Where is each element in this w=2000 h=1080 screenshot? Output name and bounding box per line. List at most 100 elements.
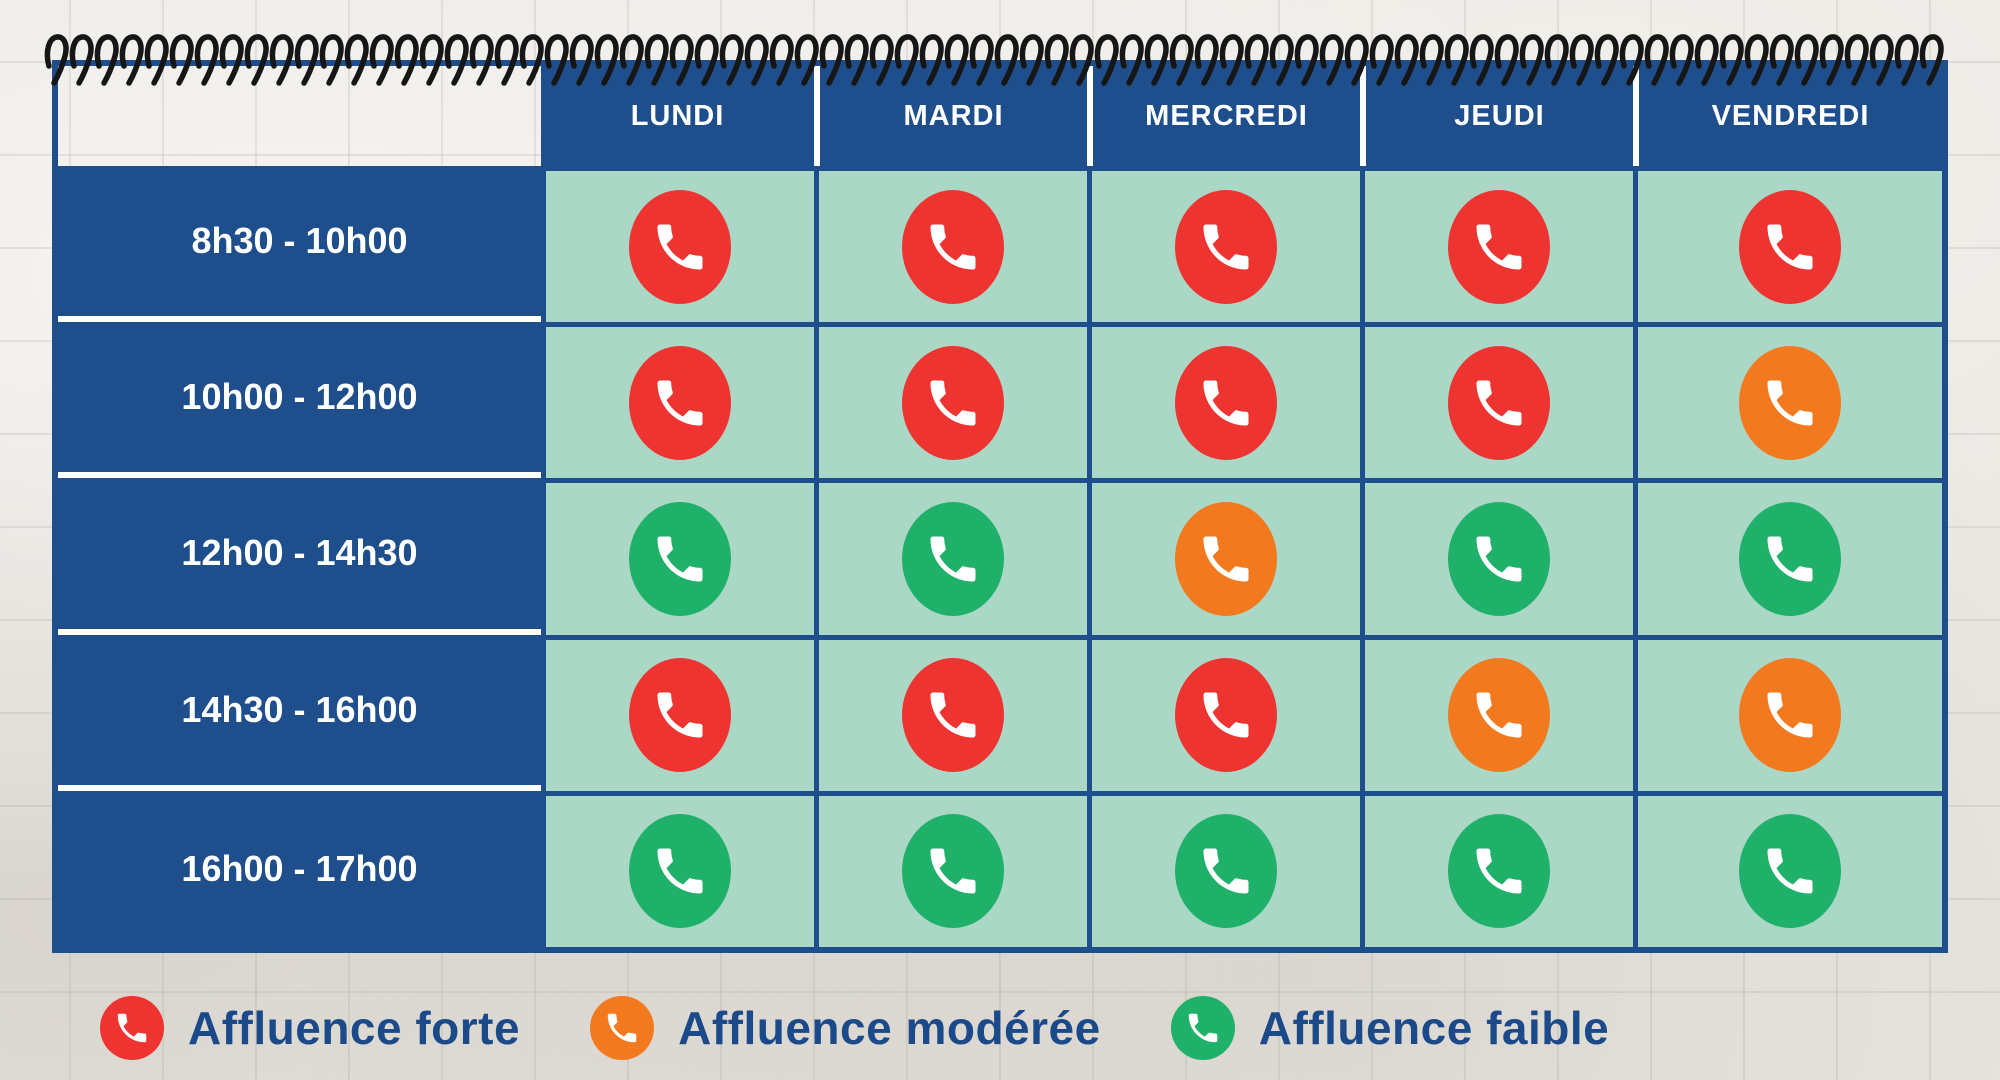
phone-icon [930, 536, 976, 582]
affluence-badge-faible [1448, 814, 1550, 929]
phone-icon [930, 848, 976, 894]
affluence-badge-moderee [1739, 658, 1841, 773]
affluence-badge-moderee [590, 996, 655, 1060]
affluence-badge-faible [1739, 501, 1841, 616]
legend-item-faible: Affluence faible [1170, 996, 1610, 1060]
schedule-cell-mardi-row3 [814, 478, 1087, 635]
affluence-badge-faible [1739, 814, 1841, 929]
schedule-cell-mardi-row4 [814, 634, 1087, 791]
schedule-cell-mercredi-row3 [1087, 478, 1360, 635]
phone-icon [1476, 692, 1522, 738]
affluence-badge-forte [629, 345, 731, 460]
phone-icon [1476, 536, 1522, 582]
phone-icon [1203, 692, 1249, 738]
legend-item-moderee: Affluence modérée [590, 996, 1101, 1060]
legend-label: Affluence forte [188, 1002, 521, 1054]
time-slot-label: 14h30 - 16h00 [58, 634, 541, 791]
phone-icon [1767, 380, 1813, 426]
legend-label: Affluence modérée [678, 1002, 1101, 1054]
affluence-badge-moderee [1175, 501, 1277, 616]
phone-icon [1767, 536, 1813, 582]
schedule-cell-mardi-row2 [814, 322, 1087, 479]
phone-icon [1767, 224, 1813, 270]
phone-icon [657, 692, 703, 738]
schedule-cell-vendredi-row3 [1633, 478, 1942, 635]
affluence-badge-forte [629, 658, 731, 773]
phone-icon [1476, 380, 1522, 426]
schedule-cell-mercredi-row1 [1087, 166, 1360, 323]
phone-icon [657, 380, 703, 426]
affluence-badge-faible [902, 501, 1004, 616]
time-slot-label: 12h00 - 14h30 [58, 478, 541, 635]
schedule-cell-jeudi-row1 [1360, 166, 1633, 323]
phone-icon [1767, 692, 1813, 738]
affluence-badge-faible [1170, 996, 1235, 1060]
day-header-lundi: LUNDI [541, 66, 814, 166]
time-slot-label: 16h00 - 17h00 [58, 790, 541, 947]
schedule-cell-lundi-row5 [541, 790, 814, 947]
schedule-cell-lundi-row3 [541, 478, 814, 635]
affluence-badge-moderee [1448, 658, 1550, 773]
phone-icon [930, 380, 976, 426]
affluence-badge-forte [1175, 658, 1277, 773]
phone-icon [657, 224, 703, 270]
affluence-badge-faible [1175, 814, 1277, 929]
schedule-cell-vendredi-row4 [1633, 634, 1942, 791]
day-header-jeudi: JEUDI [1360, 66, 1633, 166]
phone-icon [930, 692, 976, 738]
schedule-cell-mardi-row5 [814, 790, 1087, 947]
schedule-table: LUNDI MARDI MERCREDI JEUDI VENDREDI 8h30 - 10… [52, 60, 1948, 953]
schedule-cell-mercredi-row4 [1087, 634, 1360, 791]
schedule-cell-vendredi-row2 [1633, 322, 1942, 479]
affluence-badge-forte [902, 658, 1004, 773]
affluence-badge-forte [902, 345, 1004, 460]
day-header-vendredi: VENDREDI [1633, 66, 1942, 166]
phone-icon [1767, 848, 1813, 894]
affluence-badge-faible [629, 814, 731, 929]
legend-item-forte: Affluence forte [100, 996, 520, 1060]
phone-icon [1188, 1013, 1217, 1043]
phone-icon [1476, 848, 1522, 894]
affluence-badge-forte [629, 189, 731, 304]
schedule-cell-mercredi-row2 [1087, 322, 1360, 479]
phone-icon [607, 1013, 637, 1043]
time-slot-label: 10h00 - 12h00 [58, 322, 541, 479]
affluence-badge-forte [1175, 189, 1277, 304]
schedule-cell-jeudi-row4 [1360, 634, 1633, 791]
table-corner-cell [58, 66, 541, 166]
schedule-cell-lundi-row2 [541, 322, 814, 479]
affluence-badge-forte [1739, 189, 1841, 304]
phone-icon [1203, 536, 1249, 582]
affluence-badge-forte [1448, 189, 1550, 304]
schedule-cell-lundi-row4 [541, 634, 814, 791]
legend-label: Affluence faible [1258, 1002, 1610, 1054]
phone-icon [657, 848, 703, 894]
affluence-badge-forte [100, 996, 164, 1060]
affluence-badge-forte [1448, 345, 1550, 460]
schedule-cell-jeudi-row2 [1360, 322, 1633, 479]
affluence-badge-forte [902, 189, 1004, 304]
affluence-badge-faible [629, 501, 731, 616]
time-slot-label: 8h30 - 10h00 [58, 166, 541, 323]
schedule-cell-vendredi-row1 [1633, 166, 1942, 323]
affluence-badge-faible [1448, 501, 1550, 616]
affluence-badge-faible [902, 814, 1004, 929]
phone-icon [117, 1013, 147, 1043]
schedule-cell-jeudi-row5 [1360, 790, 1633, 947]
schedule-cell-mercredi-row5 [1087, 790, 1360, 947]
schedule-cell-mardi-row1 [814, 166, 1087, 323]
phone-icon [1476, 224, 1522, 270]
day-header-mercredi: MERCREDI [1087, 66, 1360, 166]
legend: Affluence forte Affluence modérée Affluenc… [100, 990, 1609, 1066]
phone-icon [1203, 848, 1249, 894]
schedule-cell-lundi-row1 [541, 166, 814, 323]
day-header-mardi: MARDI [814, 66, 1087, 166]
phone-icon [657, 536, 703, 582]
phone-icon [930, 224, 976, 270]
phone-icon [1203, 224, 1249, 270]
schedule-cell-jeudi-row3 [1360, 478, 1633, 635]
affluence-badge-forte [1175, 345, 1277, 460]
schedule-cell-vendredi-row5 [1633, 790, 1942, 947]
affluence-badge-moderee [1739, 345, 1841, 460]
